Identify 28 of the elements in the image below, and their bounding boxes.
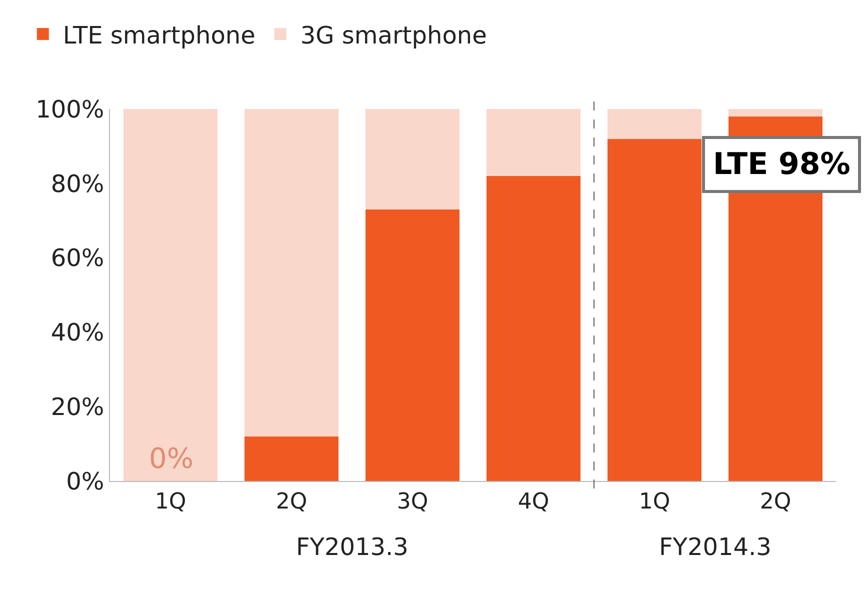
bar [244, 436, 339, 481]
text: FY2013.3 [296, 533, 408, 561]
bar [244, 109, 339, 436]
bar [365, 109, 460, 210]
x-tick-label: 1Q [638, 489, 670, 514]
bar [486, 109, 581, 176]
x-tick-label: 2Q [276, 489, 308, 514]
x-tick-label: 4Q [518, 489, 550, 514]
bar [486, 176, 581, 481]
y-tick-label: 60% [50, 244, 104, 272]
annotation: LTE 98% [713, 147, 850, 182]
legend-label: 3G smartphone [300, 21, 487, 50]
bar [365, 209, 460, 481]
text: FY2014.3 [659, 533, 772, 561]
bar [607, 109, 702, 139]
bar [607, 138, 702, 481]
y-tick-label: 20% [50, 393, 104, 421]
bar [728, 109, 823, 116]
y-tick-label: 0% [66, 467, 104, 496]
x-tick-label: 2Q [760, 489, 792, 514]
y-tick-label: 40% [50, 318, 104, 347]
bar [123, 109, 218, 481]
x-tick-label: 3Q [396, 489, 428, 514]
annotation: 0% [149, 442, 194, 475]
legend-label: LTE smartphone [62, 21, 256, 50]
x-tick-label: 1Q [154, 489, 186, 514]
y-tick-label: 80% [50, 170, 104, 198]
y-tick-label: 100% [36, 95, 104, 124]
